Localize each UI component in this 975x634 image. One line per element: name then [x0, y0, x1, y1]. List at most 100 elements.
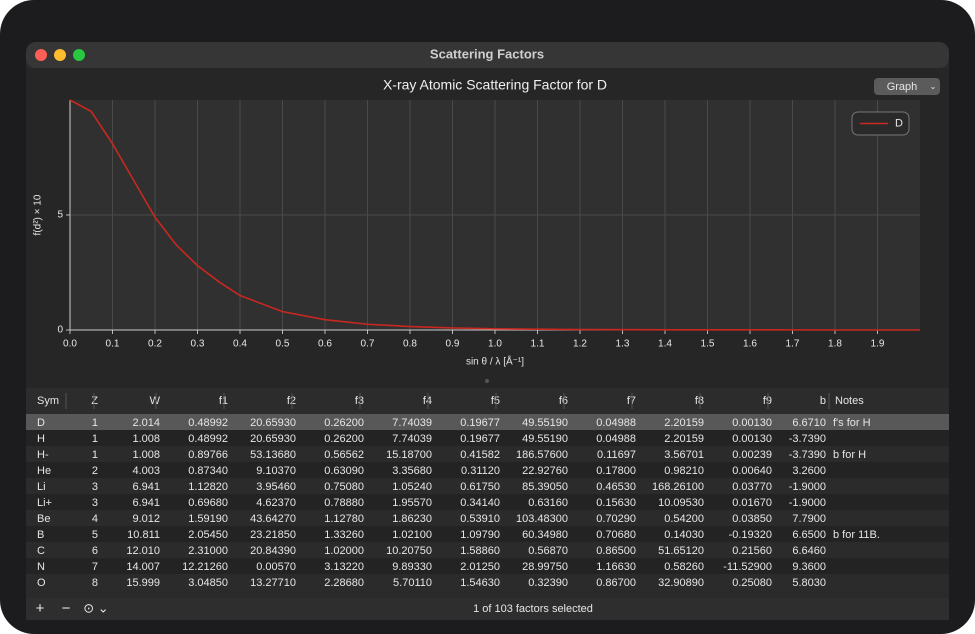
table-cell: 51.65120 [658, 545, 704, 557]
table-cell: 3.95460 [256, 481, 296, 493]
table-cell: 0.04988 [596, 417, 636, 429]
table-cell: H [37, 433, 45, 445]
table-cell: 1.02100 [392, 529, 432, 541]
table-cell: 2.20159 [664, 433, 704, 445]
table-cell: 12.21260 [182, 561, 228, 573]
table-cell: 9.3600 [792, 561, 826, 573]
x-tick-label: 1.4 [658, 339, 672, 350]
table-cell: 1.95570 [392, 497, 432, 509]
zoom-button[interactable] [73, 49, 85, 61]
column-header: Z [91, 395, 98, 407]
table-cell: 0.56870 [528, 545, 568, 557]
table-cell: 1.12780 [324, 513, 364, 525]
x-tick-label: 1.1 [531, 339, 545, 350]
table-cell: 0.86700 [596, 577, 636, 589]
table-cell: 0.15630 [596, 497, 636, 509]
table-cell: 0.63090 [324, 465, 364, 477]
table-cell: 49.55190 [522, 433, 568, 445]
table-cell: 7 [92, 561, 98, 573]
table-cell: 2.01250 [460, 561, 500, 573]
y-axis-label: f(d²) × 10 [33, 194, 44, 235]
table-cell: 0.61750 [460, 481, 500, 493]
x-tick-label: 0.9 [446, 339, 460, 350]
table-cell: 3.56701 [664, 449, 704, 461]
table-cell: 43.64270 [250, 513, 296, 525]
table-cell: 3.13220 [324, 561, 364, 573]
x-tick-label: 1.7 [786, 339, 800, 350]
table-cell: C [37, 545, 45, 557]
x-tick-label: 0.8 [403, 339, 417, 350]
x-tick-label: 1.3 [616, 339, 630, 350]
table-cell: 85.39050 [522, 481, 568, 493]
close-button[interactable] [35, 49, 47, 61]
table-cell: 0.32390 [528, 577, 568, 589]
remove-button[interactable]: − [62, 600, 71, 617]
chart-title: X-ray Atomic Scattering Factor for D [383, 77, 607, 93]
column-header: f9 [763, 395, 772, 407]
table-cell: Be [37, 513, 50, 525]
splitter-handle[interactable] [485, 379, 489, 383]
x-tick-label: 1.2 [573, 339, 587, 350]
table-cell: -11.52900 [723, 561, 772, 573]
table-cell: O [37, 577, 46, 589]
table-cell: 0.25080 [732, 577, 772, 589]
table-header [26, 388, 949, 414]
column-header: f7 [627, 395, 636, 407]
table-cell: 49.55190 [522, 417, 568, 429]
table-cell: 0.89766 [188, 449, 228, 461]
table-cell: 6.6710 [792, 417, 826, 429]
y-tick-label: 0 [57, 325, 63, 336]
x-tick-label: 0.2 [148, 339, 162, 350]
table-cell: 0.78880 [324, 497, 364, 509]
table-cell: 0.00239 [732, 449, 772, 461]
table-cell: 0.00130 [732, 433, 772, 445]
action-menu[interactable]: ⊙ ⌄ [83, 600, 108, 615]
column-header: f5 [491, 395, 500, 407]
add-button[interactable]: + [36, 600, 45, 617]
table-cell: Li [37, 481, 46, 493]
x-axis-label: sin θ / λ [Å⁻¹] [466, 355, 524, 368]
table-cell: 0.75080 [324, 481, 364, 493]
table-cell: 10.20750 [386, 545, 432, 557]
column-header: f3 [355, 395, 364, 407]
table-cell: 53.13680 [250, 449, 296, 461]
x-tick-label: 0.5 [276, 339, 290, 350]
table-cell: 7.74039 [392, 417, 432, 429]
table-cell: 2.28680 [324, 577, 364, 589]
table-cell: 1.05240 [392, 481, 432, 493]
x-tick-label: 0.7 [361, 339, 375, 350]
table-cell: 6.6500 [792, 529, 826, 541]
table-cell: 5.70110 [393, 577, 432, 589]
x-tick-label: 1.5 [701, 339, 715, 350]
table-cell: 0.54200 [664, 513, 704, 525]
table-cell: 1 [92, 433, 98, 445]
window-title: Scattering Factors [430, 46, 544, 61]
table-cell: 1.58860 [460, 545, 500, 557]
table-cell: 20.65930 [250, 433, 296, 445]
table-cell: 1.54630 [460, 577, 500, 589]
table-cell: 0.34140 [460, 497, 500, 509]
table-cell: 0.26200 [324, 433, 364, 445]
table-cell: 4.003 [132, 465, 160, 477]
table-cell: 7.74039 [392, 433, 432, 445]
table-cell: 1.86230 [392, 513, 432, 525]
table-cell: 1 [92, 417, 98, 429]
table-cell: 0.03850 [732, 513, 772, 525]
x-tick-label: 0.0 [63, 339, 77, 350]
column-header: b [820, 395, 826, 407]
table-cell: 4.62370 [256, 497, 296, 509]
table-cell: 14.007 [126, 561, 160, 573]
menu-chevron: ⌄ [930, 82, 937, 91]
table-cell: 0.19677 [460, 433, 500, 445]
table-cell: b for H [833, 449, 866, 461]
table-cell: 22.92760 [522, 465, 568, 477]
table-cell: 4 [92, 513, 98, 525]
table-cell: 0.26200 [324, 417, 364, 429]
table-cell: 0.17800 [596, 465, 636, 477]
table-cell: 0.14030 [664, 529, 704, 541]
table-cell: 10.09530 [658, 497, 704, 509]
x-tick-label: 1.6 [743, 339, 757, 350]
table-cell: 103.48300 [516, 513, 568, 525]
table-cell: 0.00570 [256, 561, 296, 573]
minimize-button[interactable] [54, 49, 66, 61]
